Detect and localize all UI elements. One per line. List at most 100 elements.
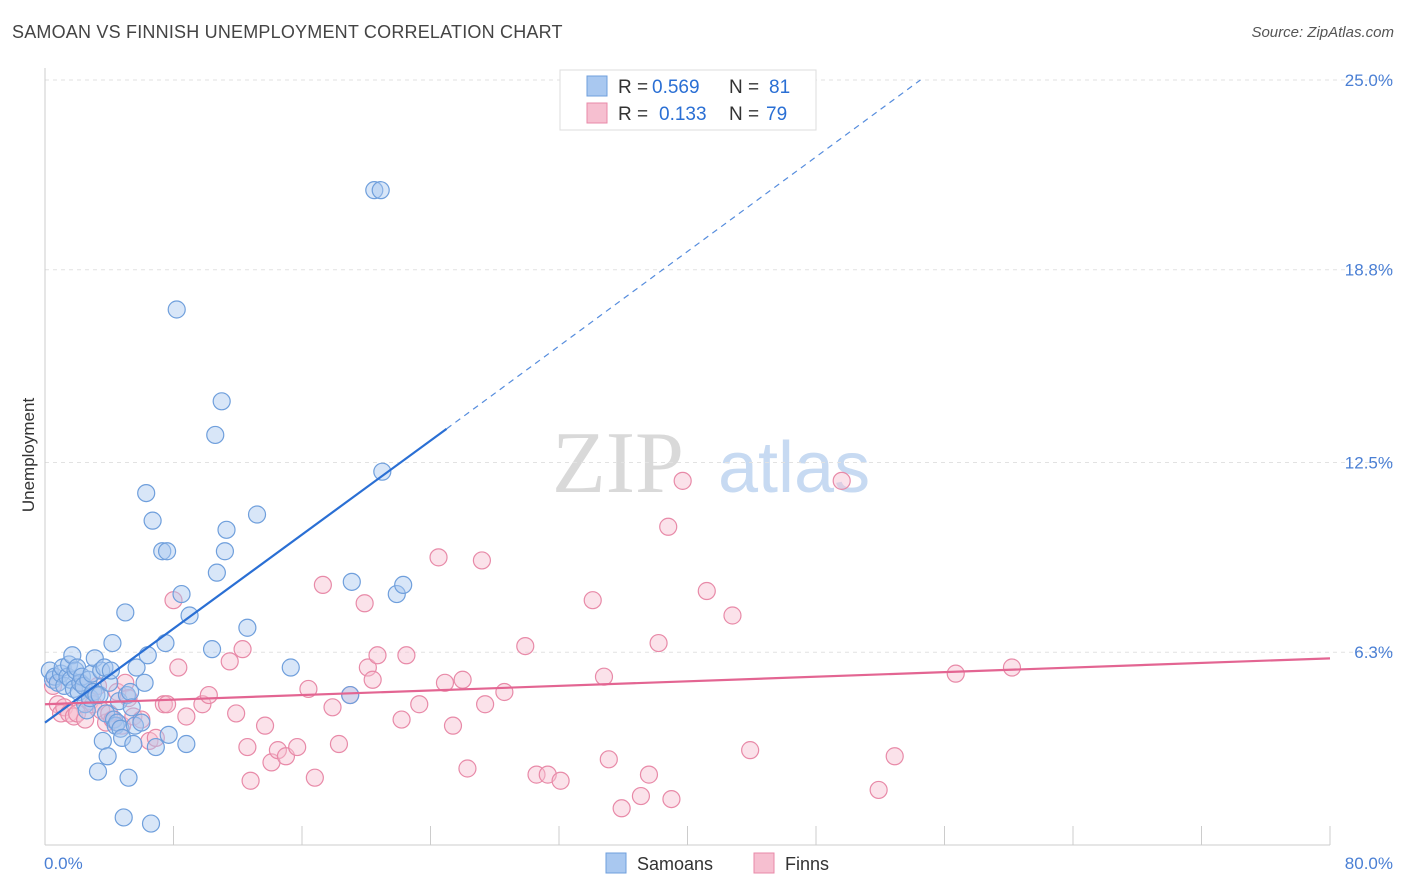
legend-r-label-samoans: R =: [618, 77, 648, 98]
samoans-point-50: [127, 658, 146, 677]
finns-trend-line: [44, 657, 1331, 706]
finns-point-78: [741, 741, 760, 760]
x-tick-label-0: 0.0%: [44, 854, 83, 873]
finns-point-75: [673, 471, 692, 490]
samoans-point-34: [101, 661, 120, 680]
samoans-point-71: [217, 520, 236, 539]
legend-r-value-samoans: 0.569: [652, 77, 700, 98]
chart-title: SAMOAN VS FINNISH UNEMPLOYMENT CORRELATI…: [12, 22, 563, 42]
y-tick-labels: 6.3% 12.5% 18.8% 25.0%: [1345, 71, 1393, 662]
samoans-point-43: [116, 603, 135, 622]
samoans-point-64: [177, 734, 196, 754]
samoans-point-68: [207, 563, 226, 582]
finns-point-56: [443, 716, 463, 735]
samoans-point-69: [212, 392, 231, 411]
samoans-point-53: [137, 484, 156, 503]
finns-point-8: [76, 710, 95, 729]
bottom-legend-finns: Finns: [785, 854, 829, 874]
finns-point-33: [233, 640, 252, 659]
samoans-point-60: [157, 542, 177, 561]
finns-point-72: [649, 633, 668, 653]
legend-r-label-finns: R =: [618, 104, 648, 125]
finns-point-79: [832, 471, 851, 490]
finns-point-31: [220, 652, 239, 671]
finns-point-83: [1002, 658, 1022, 677]
finns-point-80: [869, 780, 888, 800]
finns-point-34: [238, 737, 257, 757]
finns-point-67: [594, 667, 614, 686]
finns-point-25: [157, 695, 177, 714]
finns-point-32: [227, 704, 246, 723]
finns-point-69: [612, 799, 631, 818]
bottom-legend: Samoans Finns: [605, 852, 829, 874]
finns-point-59: [472, 551, 491, 570]
samoans-point-81: [394, 575, 413, 595]
finns-point-43: [313, 575, 332, 595]
samoans-point-29: [93, 731, 112, 751]
finns-point-70: [631, 786, 651, 806]
samoans-point-58: [153, 542, 172, 561]
gridlines: [45, 79, 1393, 653]
legend-r-value-finns: 0.133: [659, 104, 707, 125]
trend-lines: [44, 79, 1331, 724]
finns-point-29: [193, 695, 212, 714]
legend-n-value-finns: 79: [766, 104, 787, 125]
samoans-point-66: [202, 640, 222, 659]
finns-point-45: [329, 734, 349, 754]
samoans-point-47: [122, 698, 141, 717]
samoans-points: [40, 181, 413, 833]
finns-point-35: [241, 771, 260, 790]
samoans-point-57: [146, 737, 165, 757]
legend-swatch-finns: [586, 102, 608, 124]
finns-point-65: [551, 771, 570, 790]
finns-point-30: [199, 685, 218, 705]
finns-point-73: [659, 517, 678, 536]
samoans-point-75: [341, 685, 360, 705]
finns-point-81: [885, 747, 904, 766]
samoans-point-36: [104, 710, 124, 729]
finns-point-57: [453, 670, 472, 689]
finns-point-60: [476, 695, 495, 714]
finns-point-54: [429, 548, 448, 567]
samoans-point-61: [159, 725, 178, 744]
finns-point-40: [288, 737, 307, 757]
watermark-zip: ZIP: [552, 415, 684, 512]
finns-point-66: [583, 591, 602, 610]
finns-point-61: [495, 682, 514, 702]
x-tick-labels: 0.0% 80.0%: [44, 854, 1393, 873]
samoans-point-62: [167, 300, 186, 319]
samoans-point-32: [98, 747, 117, 766]
finns-point-42: [305, 768, 324, 787]
samoans-point-77: [365, 181, 384, 200]
finns-point-44: [323, 698, 342, 717]
legend-n-label-finns: N =: [729, 104, 759, 125]
x-tick-label-1: 80.0%: [1345, 854, 1393, 873]
bottom-legend-samoans: Samoans: [637, 854, 713, 874]
finns-point-71: [639, 765, 659, 784]
samoans-point-78: [371, 181, 390, 200]
watermark: ZIP atlas: [552, 415, 870, 512]
bottom-legend-swatch-samoans: [605, 852, 627, 874]
finns-point-62: [516, 636, 535, 656]
samoans-point-56: [143, 511, 162, 530]
samoans-point-42: [114, 808, 133, 827]
samoans-point-63: [172, 584, 191, 604]
samoans-point-80: [387, 584, 406, 604]
samoans-point-27: [90, 685, 109, 705]
samoans-point-79: [373, 462, 392, 481]
samoans-point-55: [141, 814, 161, 833]
samoans-trend-line: [44, 427, 448, 724]
samoans-point-59: [156, 633, 175, 653]
samoans-point-35: [103, 633, 122, 653]
source-label: Source: ZipAtlas.com: [1251, 24, 1394, 41]
y-tick-label-2: 18.8%: [1345, 261, 1393, 280]
finns-point-82: [946, 664, 965, 683]
samoans-point-54: [138, 646, 157, 665]
finns-point-76: [697, 581, 716, 601]
samoans-point-40: [111, 719, 130, 738]
finns-point-51: [392, 710, 411, 729]
finns-points: [43, 471, 1022, 818]
legend: R = 0.569 N = 81 R = 0.133 N = 79: [559, 69, 817, 131]
finns-point-41: [299, 679, 318, 699]
